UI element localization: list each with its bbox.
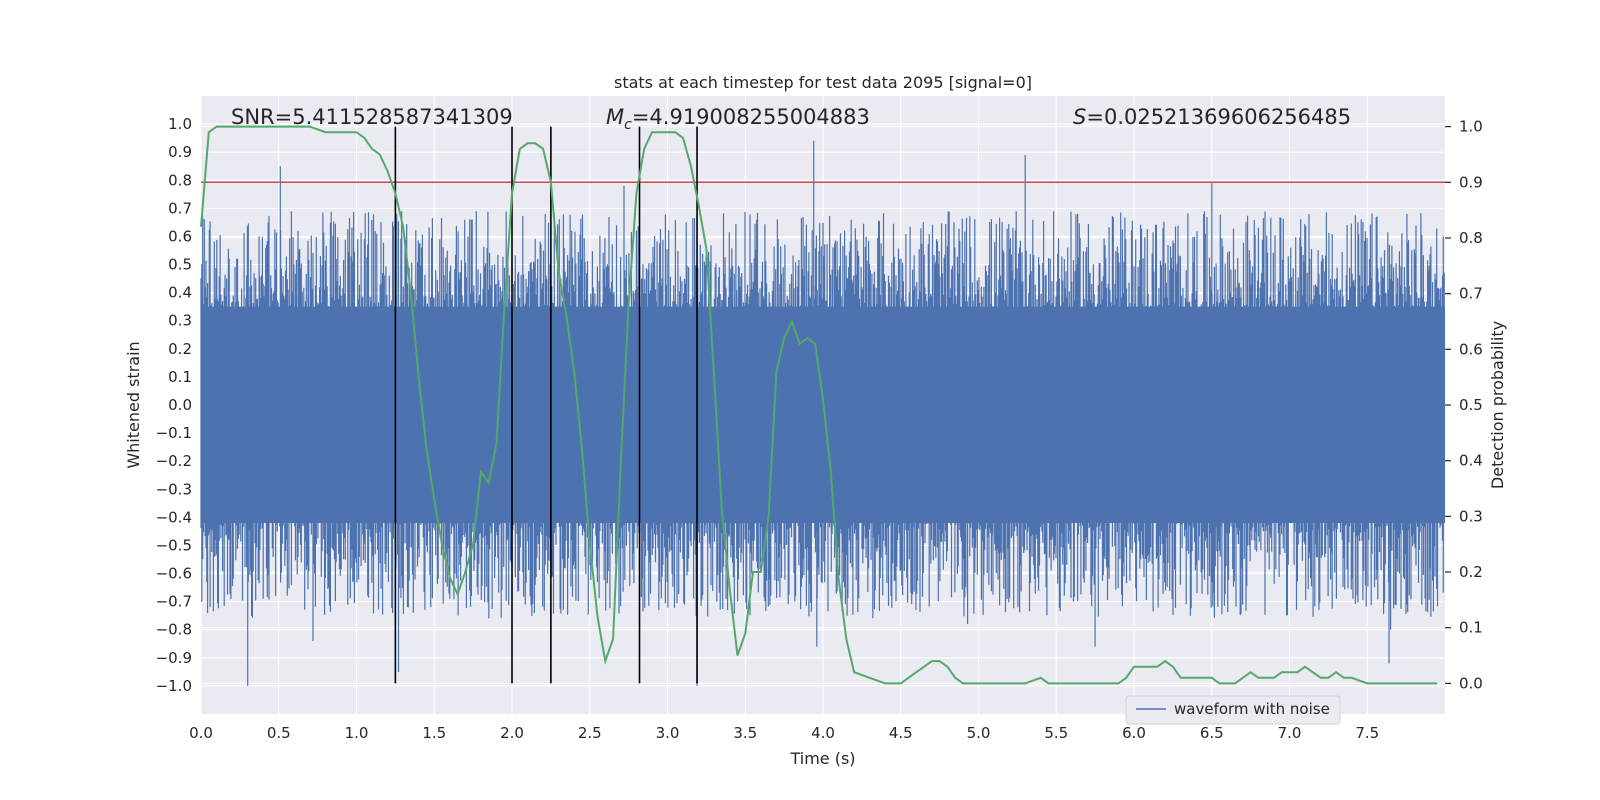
y-tick-label: −0.8 <box>156 621 192 639</box>
probability-series <box>200 125 1438 685</box>
waveform-line <box>200 140 1445 686</box>
y2-tick-label: 0.4 <box>1459 452 1483 470</box>
s-value: =0.02521369606256485 <box>1086 105 1351 129</box>
mc-value: =4.919008255004883 <box>632 105 870 129</box>
y-tick-label: 1.0 <box>168 115 192 133</box>
y-tick-label: −0.7 <box>156 593 192 611</box>
reference-lines <box>201 126 1445 684</box>
legend-box <box>1125 695 1341 725</box>
x-tick-label: 3.5 <box>733 724 757 742</box>
y-tick-label: 0.6 <box>168 227 192 245</box>
s-symbol: S <box>1073 105 1086 129</box>
x-tick-label: 2.5 <box>578 724 602 742</box>
probability-line <box>200 125 1438 685</box>
y2-tick-label: 0.8 <box>1459 229 1483 247</box>
y2-tick-label: 0.1 <box>1459 619 1483 637</box>
y-tick-label: −0.4 <box>156 508 192 526</box>
x-tick-label: 4.5 <box>889 724 913 742</box>
y-tick-label: 0.0 <box>168 396 192 414</box>
y-axis-label: Whitened strain <box>124 341 143 468</box>
y-tick-label: 0.9 <box>168 143 192 161</box>
y-tick-label: −1.0 <box>156 677 192 695</box>
y-tick-label: −0.3 <box>156 480 192 498</box>
x-tick-label: 3.0 <box>656 724 680 742</box>
y-tick-label: −0.5 <box>156 536 192 554</box>
x-tick-label: 0.5 <box>267 724 291 742</box>
y2-tick-label: 0.0 <box>1459 674 1483 692</box>
y2-tick-label: 0.7 <box>1459 285 1483 303</box>
x-tick-label: 1.5 <box>422 724 446 742</box>
x-tick-label: 0.0 <box>189 724 213 742</box>
y-tick-label: 0.8 <box>168 171 192 189</box>
chirp-mass-annotation: Mc=4.919008255004883 <box>606 105 870 133</box>
x-tick-label: 7.5 <box>1355 724 1379 742</box>
x-tick-label: 5.5 <box>1044 724 1068 742</box>
y-tick-label: 0.5 <box>168 256 192 274</box>
y-tick-label: 0.7 <box>168 199 192 217</box>
y-tick-label: 0.2 <box>168 340 192 358</box>
y2-tick-label: 0.2 <box>1459 563 1483 581</box>
legend-label: waveform with noise <box>1174 700 1330 718</box>
y-tick-label: −0.9 <box>156 649 192 667</box>
y2-tick-label: 0.3 <box>1459 507 1483 525</box>
mc-subscript: c <box>624 117 632 133</box>
y-tick-label: −0.2 <box>156 452 192 470</box>
y2-tick-label: 0.6 <box>1459 340 1483 358</box>
x-axis-label: Time (s) <box>789 749 855 768</box>
y-tick-label: 0.1 <box>168 368 192 386</box>
x-tick-label: 2.0 <box>500 724 524 742</box>
y-tick-label: −0.1 <box>156 424 192 442</box>
mc-symbol: M <box>606 105 624 129</box>
chart-title: stats at each timestep for test data 209… <box>614 73 1032 92</box>
s-annotation: S=0.02521369606256485 <box>1073 105 1351 129</box>
y-tick-label: 0.4 <box>168 284 192 302</box>
y2-tick-label: 0.5 <box>1459 396 1483 414</box>
x-tick-label: 4.0 <box>811 724 835 742</box>
x-tick-label: 7.0 <box>1278 724 1302 742</box>
y-tick-label: −0.6 <box>156 565 192 583</box>
y2-tick-label: 1.0 <box>1459 118 1483 136</box>
y-tick-label: 0.3 <box>168 312 192 330</box>
x-tick-label: 5.0 <box>967 724 991 742</box>
axes: 0.0 0.5 1.0 1.5 2.0 2.5 3.0 3.5 4.0 4.5 5.0 5.5 6.0 6… <box>156 115 1483 742</box>
waveform-series <box>200 140 1445 686</box>
legend: waveform with noise <box>1125 695 1341 725</box>
x-tick-label: 1.0 <box>345 724 369 742</box>
snr-annotation: SNR=5.411528587341309 <box>231 105 513 129</box>
y2-tick-label: 0.9 <box>1459 173 1483 191</box>
y2-axis-label: Detection probability <box>1488 321 1507 489</box>
x-tick-label: 6.0 <box>1122 724 1146 742</box>
x-tick-label: 6.5 <box>1200 724 1224 742</box>
